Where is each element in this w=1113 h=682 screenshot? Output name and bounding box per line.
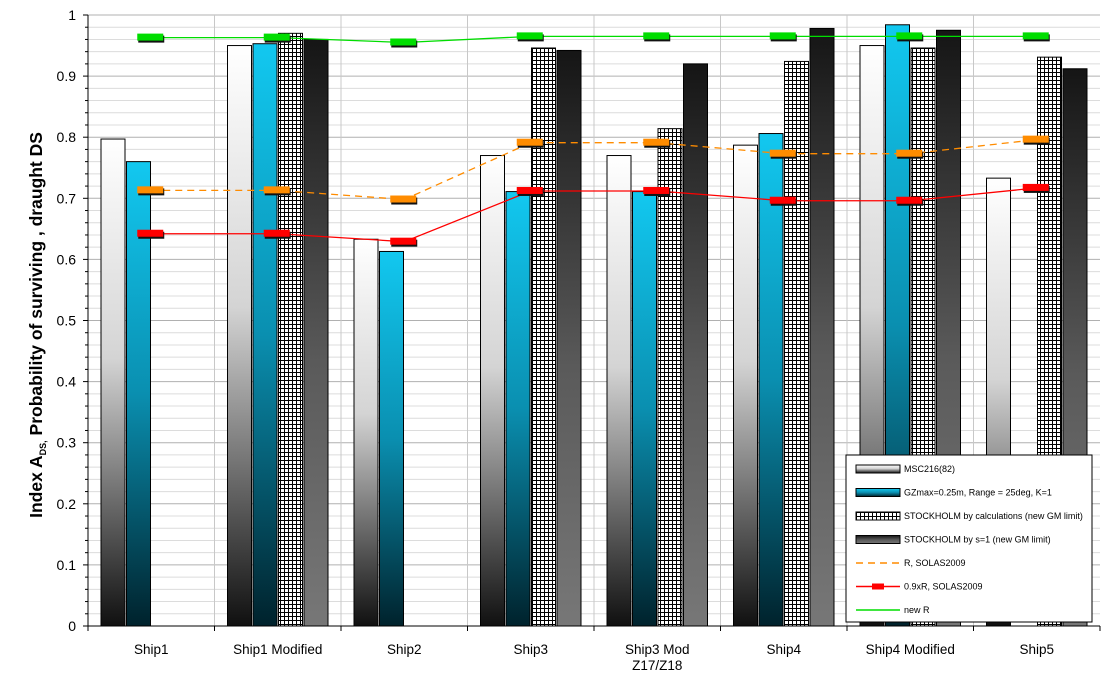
- data-point-marker: [769, 32, 796, 40]
- data-point-marker: [516, 186, 543, 194]
- legend: MSC216(82) GZmax=0.25m, Range = 25deg, K=…: [845, 454, 1093, 623]
- legend-label: 0.9xR, SOLAS2009: [904, 582, 983, 592]
- data-point-marker: [263, 229, 290, 237]
- legend-swatch: [855, 488, 901, 497]
- data-point-marker: [643, 138, 670, 146]
- bar: [606, 155, 632, 627]
- y-tick-label: 0.2: [57, 496, 77, 512]
- y-tick-label: 0.5: [57, 313, 77, 329]
- data-point-marker: [390, 38, 417, 46]
- data-point-marker: [137, 229, 164, 237]
- y-axis-label-prefix: Index A: [26, 455, 46, 518]
- y-tick-label: 0.4: [57, 374, 77, 390]
- data-point-marker: [769, 196, 796, 204]
- y-axis-label-suffix: Probability of surviving , draught DS: [26, 132, 46, 440]
- series-line: [151, 138, 1037, 201]
- data-point-marker: [769, 149, 796, 157]
- y-tick-label: 0.6: [57, 251, 77, 267]
- data-point-marker: [390, 195, 417, 203]
- legend-swatch: [855, 511, 901, 521]
- series-line: [151, 187, 1037, 243]
- legend-label: MSC216(82): [904, 464, 955, 474]
- bar: [353, 238, 379, 627]
- bar: [531, 47, 556, 627]
- category-label: Ship4: [766, 642, 801, 657]
- legend-label: R, SOLAS2009: [904, 558, 966, 568]
- bar: [278, 32, 303, 627]
- category-label: Ship5: [1019, 642, 1054, 657]
- category-label: Ship3 Mod: [625, 642, 690, 657]
- data-point-marker: [263, 186, 290, 194]
- bar: [657, 128, 683, 627]
- bar: [379, 250, 404, 627]
- category-label: Ship2: [387, 642, 422, 657]
- category-label: Ship1: [134, 642, 169, 657]
- category-label: Ship4 Modified: [866, 642, 955, 657]
- series-line: [151, 35, 1037, 44]
- data-point-marker: [1022, 135, 1049, 143]
- data-point-marker: [1022, 183, 1049, 191]
- data-point-marker: [137, 186, 164, 194]
- category-labels: Ship1 Ship1 Modified Ship2 Ship3 Ship3 ModZ1…: [134, 642, 1054, 673]
- bar: [505, 191, 531, 627]
- legend-marker: [872, 583, 884, 590]
- bar: [733, 144, 758, 627]
- legend-label: GZmax=0.25m, Range = 25deg, K=1: [904, 488, 1052, 498]
- y-axis-label-subscript: DS,: [38, 440, 48, 455]
- legend-swatch: [855, 464, 901, 474]
- data-point-marker: [516, 32, 543, 40]
- legend-label: STOCKHOLM by s=1 (new GM limit): [904, 535, 1051, 545]
- y-tick-labels: 0 0.1 0.2 0.3 0.4 0.5 0.6 0.7 0.8 0.9 1: [57, 7, 77, 634]
- y-tick-label: 0.3: [57, 435, 77, 451]
- legend-label: STOCKHOLM by calculations (new GM limit): [904, 511, 1083, 521]
- bar: [126, 161, 151, 627]
- data-point-marker: [896, 149, 923, 157]
- bar: [758, 133, 784, 627]
- bar: [227, 45, 252, 627]
- axes: [83, 14, 1101, 631]
- bar: [100, 138, 126, 627]
- y-tick-label: 0.1: [57, 557, 77, 573]
- data-point-marker: [643, 32, 670, 40]
- legend-label: new R: [904, 605, 930, 615]
- bar: [809, 27, 835, 627]
- bar: [784, 60, 809, 627]
- y-tick-label: 1: [68, 7, 76, 23]
- data-point-marker: [137, 33, 164, 41]
- legend-swatch: [855, 535, 901, 544]
- bar: [556, 49, 582, 627]
- bar: [252, 43, 278, 627]
- data-point-marker: [896, 32, 923, 40]
- category-label: Z17/Z18: [632, 658, 682, 673]
- y-axis-label: Index ADS, Probability of surviving , dr…: [26, 132, 48, 518]
- category-label: Ship1 Modified: [233, 642, 322, 657]
- data-point-marker: [390, 237, 417, 245]
- data-point-marker: [516, 138, 543, 146]
- y-tick-label: 0.9: [57, 68, 77, 84]
- data-point-marker: [643, 186, 670, 194]
- bars: [100, 24, 1088, 627]
- bar: [683, 63, 708, 627]
- y-tick-label: 0: [68, 618, 76, 634]
- bar: [303, 38, 329, 627]
- y-tick-label: 0.8: [57, 129, 77, 145]
- data-point-marker: [1022, 32, 1049, 40]
- category-label: Ship3: [513, 642, 548, 657]
- lines: [137, 32, 1050, 247]
- y-tick-label: 0.7: [57, 190, 77, 206]
- bar: [632, 191, 657, 627]
- data-point-marker: [896, 196, 923, 204]
- data-point-marker: [263, 33, 290, 41]
- bar: [480, 155, 505, 627]
